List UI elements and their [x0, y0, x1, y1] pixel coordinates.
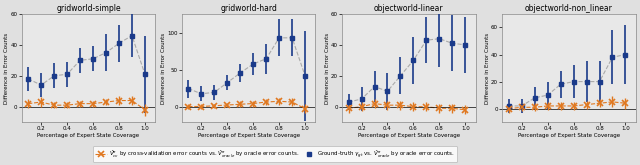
Title: gridworld-hard: gridworld-hard: [220, 4, 277, 13]
X-axis label: Percentage of Expert State Coverage: Percentage of Expert State Coverage: [518, 133, 620, 138]
X-axis label: Percentage of Expert State Coverage: Percentage of Expert State Coverage: [198, 133, 300, 138]
Title: objectworld-linear: objectworld-linear: [374, 4, 444, 13]
Legend: $\hat{V}^{\pi}_{cv}$ by cross-validation error counts vs. $\hat{V}^{\pi}_{oracle: $\hat{V}^{\pi}_{cv}$ by cross-validation…: [93, 146, 457, 162]
Y-axis label: Difference in Error Counts: Difference in Error Counts: [484, 33, 490, 104]
Title: gridworld-simple: gridworld-simple: [56, 4, 121, 13]
Y-axis label: Difference in Error Counts: Difference in Error Counts: [161, 33, 166, 104]
X-axis label: Percentage of Expert State Coverage: Percentage of Expert State Coverage: [358, 133, 460, 138]
Title: objectworld-non_linear: objectworld-non_linear: [525, 4, 613, 13]
X-axis label: Percentage of Expert State Coverage: Percentage of Expert State Coverage: [38, 133, 140, 138]
Y-axis label: Difference in Error Counts: Difference in Error Counts: [324, 33, 330, 104]
Y-axis label: Difference in Error Counts: Difference in Error Counts: [4, 33, 9, 104]
